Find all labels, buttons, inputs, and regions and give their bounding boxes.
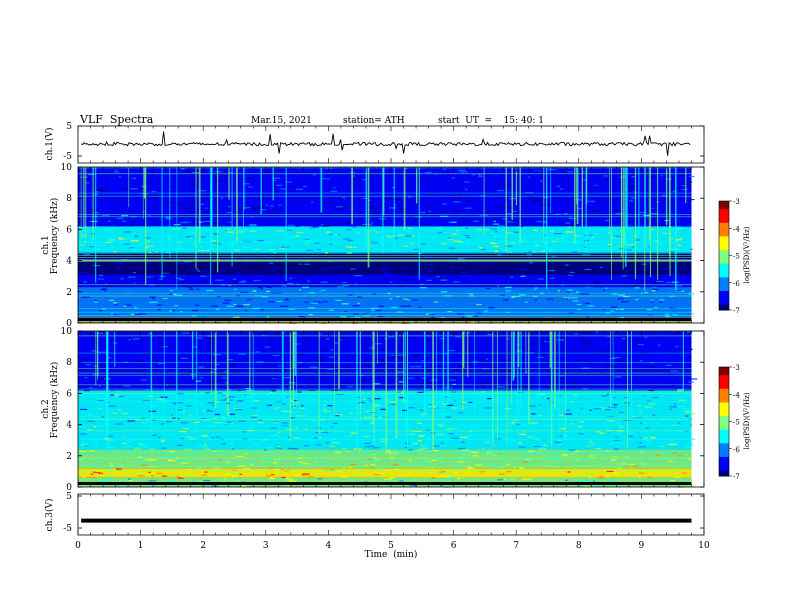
ch1-spectrogram bbox=[78, 167, 695, 325]
y-tick-label: 4 bbox=[66, 257, 72, 267]
spectrogram-band bbox=[78, 167, 692, 214]
spectrogram-band bbox=[78, 274, 692, 288]
x-tick-label: 9 bbox=[639, 541, 645, 551]
colorbar-tick-label: -4 bbox=[733, 225, 740, 233]
y-tick-label: -5 bbox=[63, 152, 72, 162]
colorbar-tick-label: -6 bbox=[733, 280, 740, 288]
y-tick-label: 6 bbox=[66, 389, 72, 399]
spectrogram-band bbox=[78, 252, 692, 275]
ch3-waveform-frame bbox=[77, 493, 705, 536]
y-tick-label: 5 bbox=[66, 122, 72, 132]
ch1-colorbar-label: log(PSD)(V²/Hz) bbox=[743, 226, 751, 283]
ch1-spectrogram-y-label-channel: ch.1 bbox=[41, 235, 51, 254]
colorbar-tick-label: -3 bbox=[733, 364, 740, 372]
y-tick-label: -5 bbox=[63, 524, 72, 534]
spectrogram-band bbox=[78, 449, 692, 469]
x-tick-label: 1 bbox=[138, 541, 144, 551]
ch1-y-axis-label: ch.1(V) bbox=[44, 128, 55, 161]
y-tick-label: 10 bbox=[61, 163, 73, 173]
colorbar-tick-label: -4 bbox=[733, 391, 740, 399]
x-tick-label: 6 bbox=[451, 541, 457, 551]
y-tick-label: 8 bbox=[66, 358, 72, 368]
x-tick-label: 10 bbox=[698, 541, 710, 551]
y-tick-label: 5 bbox=[66, 492, 72, 502]
colorbar-tick-label: -5 bbox=[733, 419, 740, 427]
x-tick-label: 7 bbox=[513, 541, 519, 551]
figure-station: station= ATH bbox=[343, 116, 405, 126]
figure-date: Mar.15, 2021 bbox=[251, 116, 312, 126]
colorbar-tick-label: -5 bbox=[733, 253, 740, 261]
x-tick-label: 2 bbox=[200, 541, 206, 551]
y-tick-label: 2 bbox=[66, 288, 72, 298]
ch1-colorbar: -3 -4 -5 -6 -7 bbox=[718, 198, 740, 315]
ch2-spectrogram-y-label-channel: ch.2 bbox=[41, 399, 51, 418]
x-tick-label: 3 bbox=[263, 541, 269, 551]
colorbar-tick-label: -7 bbox=[733, 473, 740, 481]
x-tick-label: 8 bbox=[576, 541, 582, 551]
ch2-spectrogram-y-label-frequency: Frequency (kHz) bbox=[49, 362, 60, 439]
y-tick-label: 4 bbox=[66, 421, 72, 431]
y-tick-label: 2 bbox=[66, 452, 72, 462]
y-tick-label: 10 bbox=[61, 327, 73, 337]
y-tick-label: 6 bbox=[66, 225, 72, 235]
y-tick-label: 0 bbox=[66, 483, 72, 493]
spectrogram-band bbox=[78, 287, 692, 318]
colorbar-tick-label: -7 bbox=[733, 307, 740, 315]
x-axis-label: Time (min) bbox=[365, 549, 418, 560]
colorbar-tick-label: -6 bbox=[733, 446, 740, 454]
ch1-spectrogram-y-label-frequency: Frequency (kHz) bbox=[49, 198, 60, 275]
ch3-y-axis-label: ch.3(V) bbox=[44, 499, 55, 532]
ch2-colorbar: -3 -4 -5 -6 -7 bbox=[718, 364, 740, 481]
y-tick-label: 0 bbox=[66, 319, 72, 329]
ch2-colorbar-label: log(PSD)(V²/Hz) bbox=[743, 392, 751, 449]
spectrogram-band bbox=[78, 374, 692, 391]
figure-title: VLF Spectra bbox=[79, 113, 154, 126]
x-tick-label: 5 bbox=[388, 541, 394, 551]
figure-start-time: start UT = 15: 40: 1 bbox=[438, 116, 544, 126]
y-tick-label: 8 bbox=[66, 194, 72, 204]
spectrogram-band bbox=[78, 468, 692, 478]
colorbar-tick-label: -3 bbox=[733, 198, 740, 206]
ch2-spectrogram bbox=[78, 330, 698, 489]
ch1-waveform-trace bbox=[80, 131, 691, 156]
x-tick-label: 4 bbox=[326, 541, 332, 551]
x-tick-label: 0 bbox=[75, 541, 81, 551]
